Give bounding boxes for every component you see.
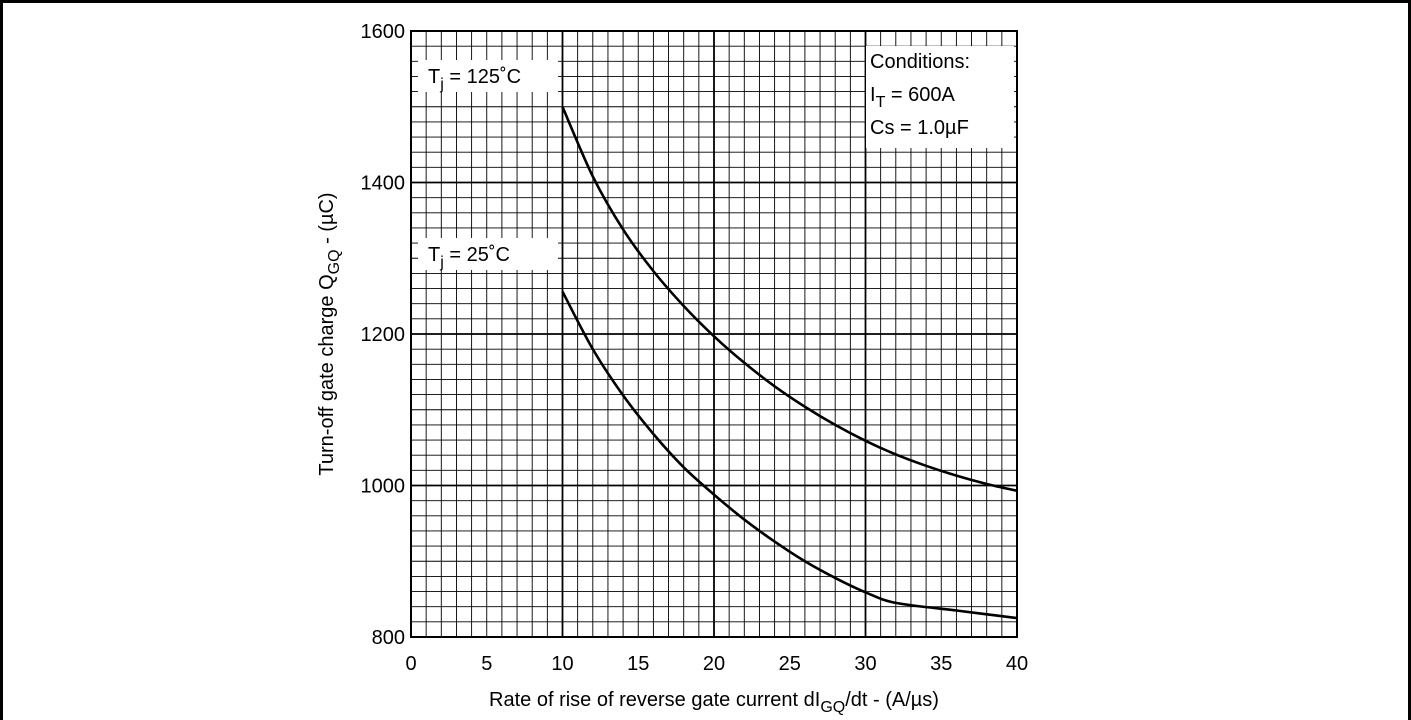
conditions-current-post: = 600A (885, 84, 955, 106)
series-label-tj-125: Tj = 125˚C (428, 66, 521, 93)
y-axis-label: Turn-off gate charge QGQ - (µC) (316, 192, 343, 475)
series-line-tj-25 (561, 290, 1018, 620)
series-label-post: = 125˚C (444, 66, 521, 88)
x-tick-labels: 0 5 10 15 20 25 30 35 40 (405, 653, 1028, 675)
x-tick-label: 5 (481, 653, 492, 675)
conditions-box: Conditions: IT = 600A Cs = 1.0µF (866, 46, 1014, 148)
x-tick-label: 35 (930, 653, 952, 675)
x-tick-label: 25 (779, 653, 801, 675)
y-tick-label: 800 (372, 627, 405, 649)
x-tick-label: 40 (1006, 653, 1028, 675)
series-label-post: = 25˚C (444, 244, 510, 266)
y-tick-label: 1200 (361, 324, 406, 346)
series-line-tj-125 (561, 106, 1018, 493)
x-tick-label: 10 (551, 653, 573, 675)
x-axis-label-sub: GQ (820, 699, 845, 716)
x-tick-label: 0 (405, 653, 416, 675)
conditions-title: Conditions: (870, 51, 970, 73)
x-axis-label-tail: /dt - (A/µs) (845, 689, 939, 711)
conditions-capacitance: Cs = 1.0µF (870, 117, 969, 139)
y-axis-label-tail: - (µC) (316, 192, 338, 249)
series-label-pre: T (428, 66, 440, 88)
y-tick-label: 1400 (361, 173, 406, 195)
x-tick-label: 20 (703, 653, 725, 675)
conditions-current-pre: I (870, 84, 876, 106)
y-tick-labels: 800 1000 1200 1400 1600 (361, 21, 406, 649)
series-label-tj-25: Tj = 25˚C (428, 244, 510, 271)
major-grid (411, 31, 1017, 637)
x-tick-label: 30 (854, 653, 876, 675)
conditions-box-bg (866, 46, 1014, 148)
series-label-bg (418, 60, 558, 92)
plot-border (410, 30, 1018, 638)
series-label-pre: T (428, 244, 440, 266)
y-tick-label: 1000 (361, 476, 406, 498)
y-axis-label-main: Turn-off gate charge Q (316, 274, 338, 475)
x-axis-label-main: Rate of rise of reverse gate current dI (489, 689, 820, 711)
series-label-bg (418, 238, 558, 270)
conditions-current-sub: T (876, 94, 886, 111)
x-tick-label: 15 (627, 653, 649, 675)
y-axis-label-sub: GQ (326, 249, 343, 274)
series-layer (561, 106, 1018, 620)
y-tick-label: 1600 (361, 21, 406, 43)
x-axis-label: Rate of rise of reverse gate current dIG… (489, 689, 939, 716)
label-layer: Tj = 125˚CTj = 25˚C (418, 60, 558, 271)
conditions-current: IT = 600A (870, 84, 956, 111)
series-label-sub: j (439, 76, 444, 93)
series-label-sub: j (439, 254, 444, 271)
